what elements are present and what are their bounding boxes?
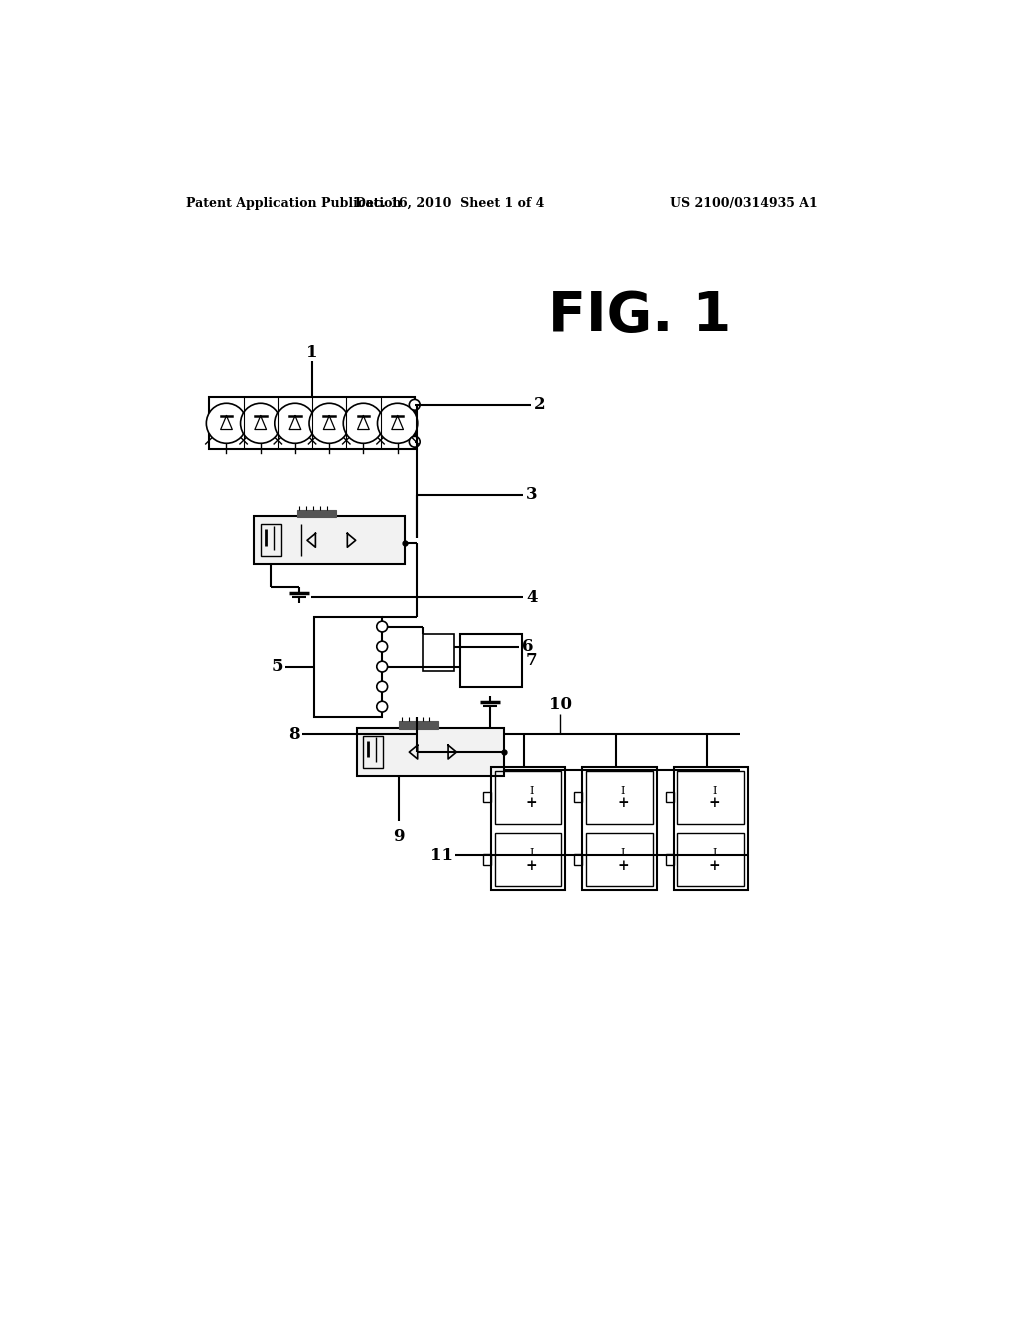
- Text: +: +: [617, 859, 629, 873]
- Bar: [586, 771, 652, 824]
- Bar: [423, 635, 454, 671]
- Bar: [574, 792, 583, 803]
- Text: 1: 1: [306, 345, 317, 360]
- Bar: [209, 397, 415, 449]
- Bar: [260, 524, 281, 557]
- Circle shape: [274, 404, 315, 444]
- Text: 3: 3: [526, 486, 538, 503]
- Bar: [490, 767, 565, 890]
- Bar: [666, 792, 674, 803]
- Circle shape: [207, 404, 247, 444]
- Text: 7: 7: [525, 652, 538, 669]
- Bar: [483, 792, 490, 803]
- Text: FIG. 1: FIG. 1: [548, 289, 731, 343]
- Text: 9: 9: [393, 829, 406, 845]
- Bar: [574, 854, 583, 865]
- Bar: [666, 854, 674, 865]
- Circle shape: [410, 400, 420, 411]
- Text: I: I: [621, 785, 626, 796]
- Bar: [297, 510, 336, 517]
- Text: +: +: [709, 859, 720, 873]
- Text: I: I: [621, 849, 626, 858]
- Text: I: I: [713, 785, 717, 796]
- Text: +: +: [525, 796, 538, 810]
- Text: +: +: [709, 796, 720, 810]
- Circle shape: [377, 642, 388, 652]
- Circle shape: [343, 404, 384, 444]
- Bar: [356, 729, 504, 776]
- Bar: [399, 721, 438, 729]
- Circle shape: [377, 622, 388, 632]
- Circle shape: [241, 404, 281, 444]
- Text: I: I: [529, 785, 534, 796]
- Bar: [583, 767, 656, 890]
- Bar: [678, 771, 744, 824]
- Bar: [495, 833, 561, 886]
- Text: I: I: [529, 849, 534, 858]
- Bar: [254, 516, 406, 564]
- Text: 6: 6: [521, 638, 534, 655]
- Bar: [314, 616, 382, 717]
- Text: 8: 8: [289, 726, 300, 743]
- Text: Dec. 16, 2010  Sheet 1 of 4: Dec. 16, 2010 Sheet 1 of 4: [355, 197, 545, 210]
- Text: +: +: [525, 859, 538, 873]
- Circle shape: [378, 404, 418, 444]
- Text: 4: 4: [526, 589, 538, 606]
- Bar: [460, 635, 521, 686]
- Bar: [362, 737, 383, 768]
- Bar: [678, 833, 744, 886]
- Circle shape: [377, 681, 388, 692]
- Bar: [586, 833, 652, 886]
- Bar: [495, 771, 561, 824]
- Text: I: I: [713, 849, 717, 858]
- Circle shape: [377, 701, 388, 711]
- Circle shape: [377, 661, 388, 672]
- Text: 11: 11: [430, 847, 454, 863]
- Text: 10: 10: [549, 696, 572, 713]
- Bar: [674, 767, 748, 890]
- Text: 2: 2: [535, 396, 546, 413]
- Text: US 2100/0314935 A1: US 2100/0314935 A1: [671, 197, 818, 210]
- Circle shape: [309, 404, 349, 444]
- Circle shape: [410, 437, 420, 447]
- Text: 5: 5: [271, 659, 283, 675]
- Bar: [483, 854, 490, 865]
- Text: +: +: [617, 796, 629, 810]
- Text: Patent Application Publication: Patent Application Publication: [186, 197, 401, 210]
